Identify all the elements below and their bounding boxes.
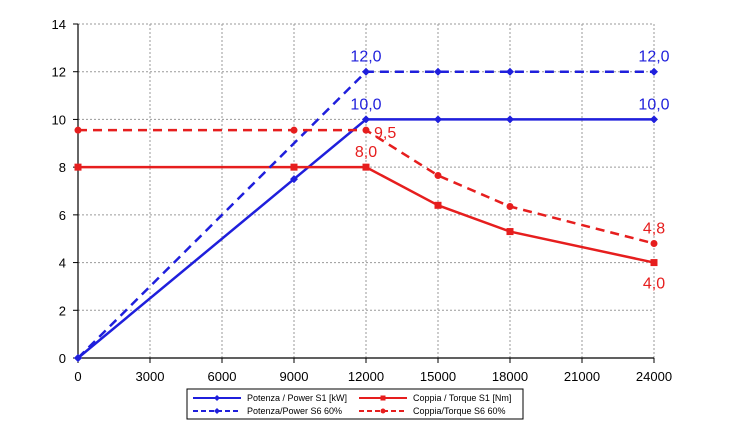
- data-label: 4,0: [643, 276, 665, 293]
- y-tick-label: 10: [52, 112, 66, 127]
- series-line: [77, 118, 654, 359]
- legend: Potenza / Power S1 [kW] Coppia / Torque S…: [186, 388, 524, 420]
- legend-label: Coppia / Torque S1 [Nm]: [413, 393, 511, 403]
- data-point-marker: [214, 395, 220, 401]
- legend-item: Potenza/Power S6 60%: [193, 406, 342, 416]
- series-coppia-torque-s6-60: [74, 126, 658, 247]
- data-point-marker: [380, 395, 386, 401]
- data-point-marker: [290, 175, 298, 184]
- legend-label: Potenza / Power S1 [kW]: [247, 393, 347, 403]
- x-tick-label: 18000: [492, 369, 528, 384]
- data-labels: 12,0 12,0 10,0 10,0 9,5 8,0 4,8 4,0: [350, 49, 669, 293]
- y-tick-label: 14: [52, 17, 66, 32]
- x-tick-label: 21000: [564, 369, 600, 384]
- data-point-marker: [434, 115, 442, 124]
- legend-label: Coppia/Torque S6 60%: [413, 406, 506, 416]
- data-point-marker: [434, 67, 442, 76]
- data-point-marker: [362, 67, 370, 76]
- series-potenza-power-s6-60: [74, 67, 658, 362]
- data-label: 12,0: [350, 49, 381, 66]
- data-point-marker: [362, 115, 370, 124]
- y-tick-label: 6: [59, 208, 66, 223]
- series-line: [78, 128, 655, 245]
- axes: 0 3000 6000 9000 12000 15000 18000 21000 24000 0 2…: [52, 17, 673, 384]
- plot-area: [78, 24, 654, 358]
- data-point-marker: [380, 408, 386, 414]
- series-line: [78, 165, 655, 264]
- data-point-marker: [506, 67, 514, 76]
- data-point-marker: [362, 163, 370, 171]
- y-tick-label: 2: [59, 303, 66, 318]
- series-coppia-torque-s1-nm: [74, 163, 658, 267]
- data-point-marker: [74, 354, 82, 362]
- data-label: 9,5: [374, 125, 396, 142]
- x-tick-label: 9000: [280, 369, 309, 384]
- series-line: [77, 70, 654, 359]
- data-point-marker: [506, 115, 514, 124]
- data-label: 10,0: [638, 96, 669, 113]
- data-label: 4,8: [643, 220, 665, 237]
- data-point-marker: [650, 67, 658, 76]
- data-point-marker: [74, 126, 82, 134]
- data-point-marker: [434, 201, 442, 209]
- legend-item: Coppia / Torque S1 [Nm]: [359, 393, 511, 403]
- y-tick-label: 8: [59, 160, 66, 175]
- legend-item: Coppia/Torque S6 60%: [359, 406, 506, 416]
- data-point-marker: [74, 163, 82, 171]
- legend-label: Potenza/Power S6 60%: [247, 406, 342, 416]
- data-point-marker: [506, 228, 514, 236]
- data-point-marker: [506, 203, 514, 211]
- y-tick-label: 0: [59, 351, 66, 366]
- data-label: 10,0: [350, 96, 381, 113]
- data-point-marker: [290, 163, 298, 171]
- legend-item: Potenza / Power S1 [kW]: [193, 393, 347, 403]
- x-tick-label: 24000: [636, 369, 672, 384]
- data-label: 8,0: [355, 144, 377, 161]
- data-point-marker: [362, 126, 370, 134]
- series-lines: [74, 67, 658, 362]
- x-tick-label: 3000: [136, 369, 165, 384]
- x-tick-label: 15000: [420, 369, 456, 384]
- legend-box: [186, 388, 524, 420]
- data-point-marker: [650, 115, 658, 124]
- data-point-marker: [650, 259, 658, 267]
- data-point-marker: [214, 408, 220, 414]
- y-tick-label: 4: [59, 256, 66, 271]
- data-label: 12,0: [638, 49, 669, 66]
- data-point-marker: [290, 126, 298, 134]
- y-tick-label: 12: [52, 65, 66, 80]
- x-tick-label: 6000: [208, 369, 237, 384]
- x-tick-label: 12000: [348, 369, 384, 384]
- data-point-marker: [650, 239, 658, 247]
- x-tick-label: 0: [74, 369, 81, 384]
- data-point-marker: [434, 171, 442, 179]
